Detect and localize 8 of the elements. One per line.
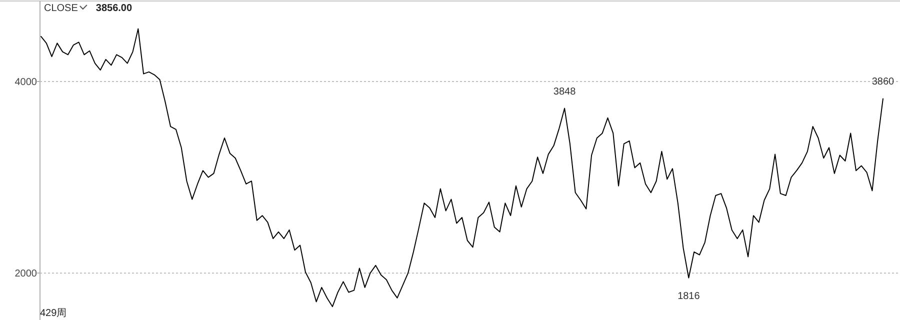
title: CLOSE — [44, 3, 78, 14]
annotation: 3856.00 — [96, 3, 132, 14]
annotation: 1816 — [678, 290, 700, 302]
annotation: 429周 — [40, 308, 67, 319]
annotation: 3848 — [553, 86, 576, 98]
y-tick-label: 4000 — [14, 77, 37, 88]
y-tick-label: 2000 — [14, 268, 37, 280]
annotation: 3860 — [872, 76, 894, 88]
